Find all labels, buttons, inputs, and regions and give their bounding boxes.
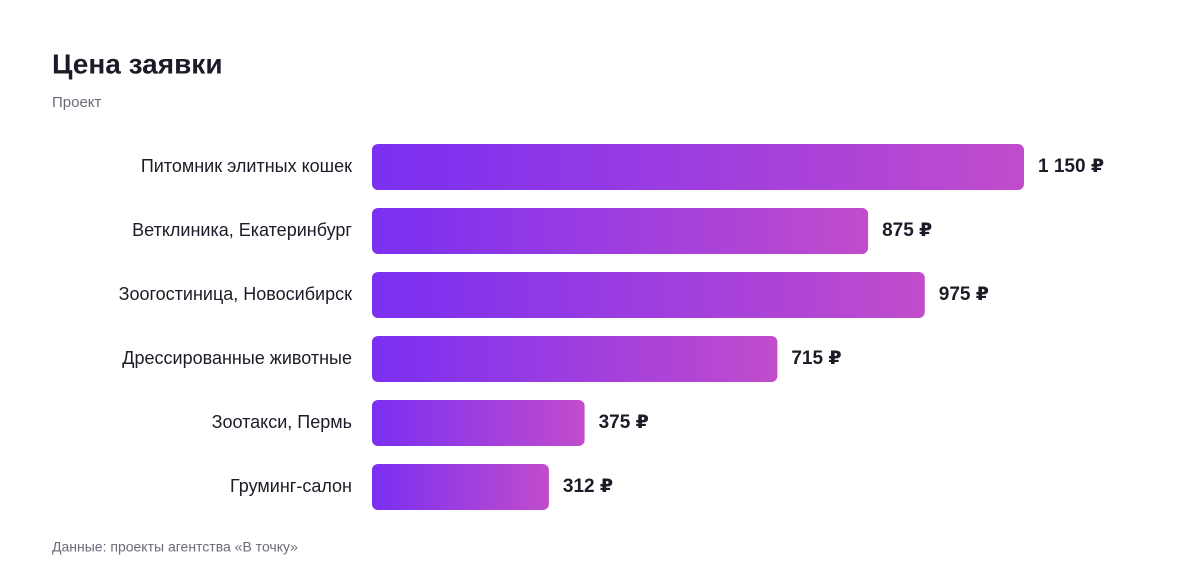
value-label: 875 ₽ (882, 220, 932, 241)
bar (372, 144, 1024, 190)
chart-subtitle: Проект (52, 94, 102, 111)
bar (372, 464, 549, 510)
category-label: Ветклиника, Екатеринбург (132, 220, 352, 240)
footnote: Данные: проекты агентства «В точку» (52, 539, 298, 555)
bar (372, 400, 585, 446)
category-label: Питомник элитных кошек (141, 156, 352, 176)
value-label: 375 ₽ (599, 412, 649, 433)
bar (372, 336, 778, 382)
bar (372, 208, 869, 254)
category-label: Зоогостиница, Новосибирск (119, 284, 353, 304)
value-label: 975 ₽ (939, 284, 989, 305)
category-label: Груминг-салон (230, 476, 352, 496)
chart-title: Цена заявки (52, 48, 223, 79)
category-label: Дрессированные животные (122, 348, 352, 368)
value-label: 715 ₽ (791, 348, 841, 369)
value-label: 312 ₽ (563, 476, 613, 497)
category-label: Зоотакси, Пермь (212, 412, 352, 432)
bar (372, 272, 925, 318)
value-label: 1 150 ₽ (1038, 156, 1104, 177)
